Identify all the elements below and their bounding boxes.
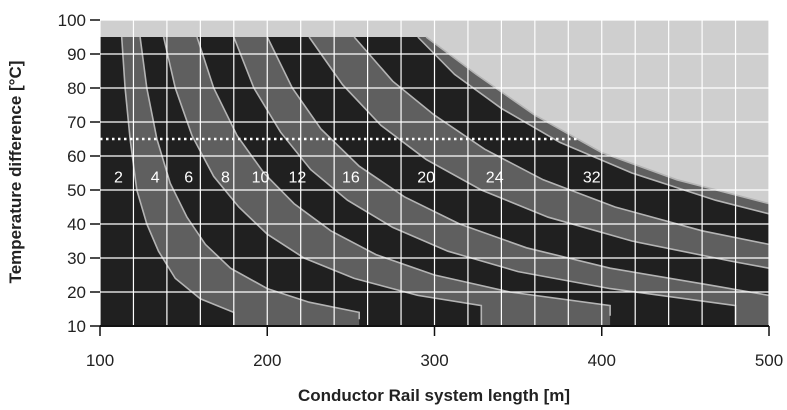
band-label-16: 16 <box>342 169 360 186</box>
series-line-24 <box>417 36 770 215</box>
series-line-20 <box>353 36 770 246</box>
band-label-2: 2 <box>114 169 123 186</box>
band-label-8: 8 <box>221 169 230 186</box>
y-tick-label: 20 <box>67 283 86 302</box>
band-label-10: 10 <box>252 169 270 186</box>
y-axis: 10 20 30 40 50 60 70 80 90 100 <box>58 11 100 336</box>
band-label-20: 20 <box>417 169 435 186</box>
x-tick-label: 500 <box>755 351 783 370</box>
x-axis-label: Conductor Rail system length [m] <box>298 386 570 405</box>
x-tick-label: 300 <box>420 351 448 370</box>
y-tick-label: 100 <box>58 11 86 30</box>
series-line-12 <box>266 36 770 297</box>
x-tick-label: 200 <box>253 351 281 370</box>
band-label-24: 24 <box>486 169 504 186</box>
y-tick-label: 50 <box>67 181 86 200</box>
x-axis: 100 200 300 400 500 <box>86 326 783 370</box>
band-label-6: 6 <box>184 169 193 186</box>
grid <box>99 19 770 327</box>
x-tick-label: 400 <box>588 351 616 370</box>
x-tick-label: 100 <box>86 351 114 370</box>
y-tick-label: 40 <box>67 215 86 234</box>
band-label-4: 4 <box>151 169 160 186</box>
series-line-10 <box>233 36 737 326</box>
y-tick-label: 90 <box>67 45 86 64</box>
band-label-12: 12 <box>288 169 306 186</box>
y-axis-label: Temperature difference [°C] <box>6 61 25 284</box>
y-tick-label: 60 <box>67 147 86 166</box>
y-tick-label: 10 <box>67 317 86 336</box>
band-labels: 2 4 6 8 10 12 16 20 24 32 <box>114 169 601 186</box>
band-label-32: 32 <box>583 169 601 186</box>
series-line-2 <box>120 36 235 326</box>
y-tick-label: 70 <box>67 113 86 132</box>
band-area-4 <box>100 37 360 326</box>
y-tick-label: 80 <box>67 79 86 98</box>
series-line-8 <box>196 36 611 316</box>
y-tick-label: 30 <box>67 249 86 268</box>
